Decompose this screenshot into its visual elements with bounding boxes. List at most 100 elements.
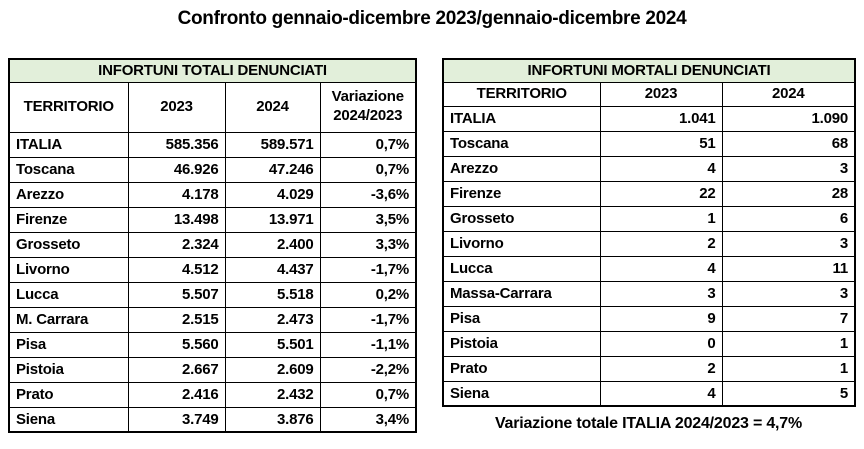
territorio-cell: Pistoia xyxy=(8,356,129,383)
value-2024-cell: 2.473 xyxy=(224,306,321,333)
mortali-table-row: Pisa 9 7 xyxy=(442,305,856,332)
mortali-table-body: ITALIA 1.041 1.090 Toscana 51 68 Arezzo … xyxy=(442,105,856,407)
variazione-cell: 0,7% xyxy=(319,381,417,408)
value-2024-cell: 28 xyxy=(721,180,856,207)
totali-table: INFORTUNI TOTALI DENUNCIATI TERRITORIO 2… xyxy=(8,58,417,433)
value-2023-cell: 4.512 xyxy=(127,256,226,283)
territorio-cell: Grosseto xyxy=(8,231,129,258)
variazione-header-line1: Variazione xyxy=(331,88,404,106)
mortali-table-title: INFORTUNI MORTALI DENUNCIATI xyxy=(442,58,856,83)
variazione-cell: 3,3% xyxy=(319,231,417,258)
totali-table-row: Toscana 46.926 47.246 0,7% xyxy=(8,156,417,183)
value-2023-cell: 585.356 xyxy=(127,131,226,158)
value-2023-cell: 0 xyxy=(599,330,723,357)
totali-table-row: Grosseto 2.324 2.400 3,3% xyxy=(8,231,417,258)
value-2023-cell: 4 xyxy=(599,380,723,407)
variazione-cell: 3,4% xyxy=(319,406,417,433)
totali-table-title: INFORTUNI TOTALI DENUNCIATI xyxy=(8,58,417,83)
value-2024-cell: 5 xyxy=(721,380,856,407)
variazione-cell: -2,2% xyxy=(319,356,417,383)
value-2023-cell: 5.507 xyxy=(127,281,226,308)
territorio-cell: Pisa xyxy=(8,331,129,358)
territorio-cell: Siena xyxy=(442,380,601,407)
page-title: Confronto gennaio-dicembre 2023/gennaio-… xyxy=(177,8,687,29)
territorio-cell: ITALIA xyxy=(442,105,601,132)
mortali-col-territorio: TERRITORIO xyxy=(442,81,601,107)
totali-table-row: M. Carrara 2.515 2.473 -1,7% xyxy=(8,306,417,333)
value-2024-cell: 47.246 xyxy=(224,156,321,183)
territorio-cell: Toscana xyxy=(8,156,129,183)
totali-col-variazione: Variazione 2024/2023 xyxy=(319,81,417,133)
totali-table-row: ITALIA 585.356 589.571 0,7% xyxy=(8,131,417,158)
value-2023-cell: 2.416 xyxy=(127,381,226,408)
mortali-table-row: Pistoia 0 1 xyxy=(442,330,856,357)
mortali-col-2023: 2023 xyxy=(599,81,723,107)
totali-table-row: Pistoia 2.667 2.609 -2,2% xyxy=(8,356,417,383)
territorio-cell: Firenze xyxy=(442,180,601,207)
value-2023-cell: 2.515 xyxy=(127,306,226,333)
territorio-cell: Siena xyxy=(8,406,129,433)
territorio-cell: Toscana xyxy=(442,130,601,157)
value-2023-cell: 4 xyxy=(599,155,723,182)
variazione-header-line2: 2024/2023 xyxy=(333,107,403,124)
territorio-cell: Lucca xyxy=(442,255,601,282)
value-2024-cell: 3.876 xyxy=(224,406,321,433)
mortali-table-row: ITALIA 1.041 1.090 xyxy=(442,105,856,132)
totali-table-row: Livorno 4.512 4.437 -1,7% xyxy=(8,256,417,283)
variazione-cell: 0,2% xyxy=(319,281,417,308)
value-2023-cell: 46.926 xyxy=(127,156,226,183)
totali-table-row: Firenze 13.498 13.971 3,5% xyxy=(8,206,417,233)
value-2023-cell: 1.041 xyxy=(599,105,723,132)
totali-table-row: Prato 2.416 2.432 0,7% xyxy=(8,381,417,408)
totali-col-2023: 2023 xyxy=(127,81,226,133)
totali-table-row: Arezzo 4.178 4.029 -3,6% xyxy=(8,181,417,208)
mortali-table-row: Arezzo 4 3 xyxy=(442,155,856,182)
value-2023-cell: 51 xyxy=(599,130,723,157)
territorio-cell: M. Carrara xyxy=(8,306,129,333)
territorio-cell: Massa-Carrara xyxy=(442,280,601,307)
mortali-col-2024: 2024 xyxy=(721,81,856,107)
value-2024-cell: 7 xyxy=(721,305,856,332)
totali-table-row: Pisa 5.560 5.501 -1,1% xyxy=(8,331,417,358)
mortali-table-row: Firenze 22 28 xyxy=(442,180,856,207)
value-2023-cell: 3.749 xyxy=(127,406,226,433)
value-2023-cell: 2.324 xyxy=(127,231,226,258)
mortali-table-row: Livorno 2 3 xyxy=(442,230,856,257)
totali-table-container: INFORTUNI TOTALI DENUNCIATI TERRITORIO 2… xyxy=(8,58,417,433)
variazione-cell: 3,5% xyxy=(319,206,417,233)
territorio-cell: Arezzo xyxy=(8,181,129,208)
value-2023-cell: 5.560 xyxy=(127,331,226,358)
value-2023-cell: 2.667 xyxy=(127,356,226,383)
territorio-cell: ITALIA xyxy=(8,131,129,158)
mortali-table-row: Siena 4 5 xyxy=(442,380,856,407)
mortali-table: INFORTUNI MORTALI DENUNCIATI TERRITORIO … xyxy=(442,58,856,407)
value-2023-cell: 1 xyxy=(599,205,723,232)
value-2024-cell: 13.971 xyxy=(224,206,321,233)
value-2023-cell: 4.178 xyxy=(127,181,226,208)
territorio-cell: Prato xyxy=(442,355,601,382)
value-2023-cell: 9 xyxy=(599,305,723,332)
variazione-cell: -1,1% xyxy=(319,331,417,358)
value-2024-cell: 11 xyxy=(721,255,856,282)
value-2024-cell: 3 xyxy=(721,280,856,307)
territorio-cell: Prato xyxy=(8,381,129,408)
totali-table-row: Lucca 5.507 5.518 0,2% xyxy=(8,281,417,308)
value-2024-cell: 1 xyxy=(721,355,856,382)
variazione-cell: -1,7% xyxy=(319,256,417,283)
totali-table-body: ITALIA 585.356 589.571 0,7% Toscana 46.9… xyxy=(8,131,417,433)
mortali-table-row: Grosseto 1 6 xyxy=(442,205,856,232)
territorio-cell: Pistoia xyxy=(442,330,601,357)
territorio-cell: Firenze xyxy=(8,206,129,233)
value-2023-cell: 13.498 xyxy=(127,206,226,233)
mortali-table-row: Toscana 51 68 xyxy=(442,130,856,157)
mortali-table-row: Prato 2 1 xyxy=(442,355,856,382)
value-2024-cell: 5.501 xyxy=(224,331,321,358)
total-variation-note: Variazione totale ITALIA 2024/2023 = 4,7… xyxy=(494,415,803,432)
value-2023-cell: 2 xyxy=(599,230,723,257)
mortali-header-row: TERRITORIO 2023 2024 xyxy=(442,81,856,107)
value-2024-cell: 1.090 xyxy=(721,105,856,132)
value-2024-cell: 6 xyxy=(721,205,856,232)
totali-title-row: INFORTUNI TOTALI DENUNCIATI xyxy=(8,58,417,83)
mortali-title-row: INFORTUNI MORTALI DENUNCIATI xyxy=(442,58,856,83)
variazione-cell: -1,7% xyxy=(319,306,417,333)
